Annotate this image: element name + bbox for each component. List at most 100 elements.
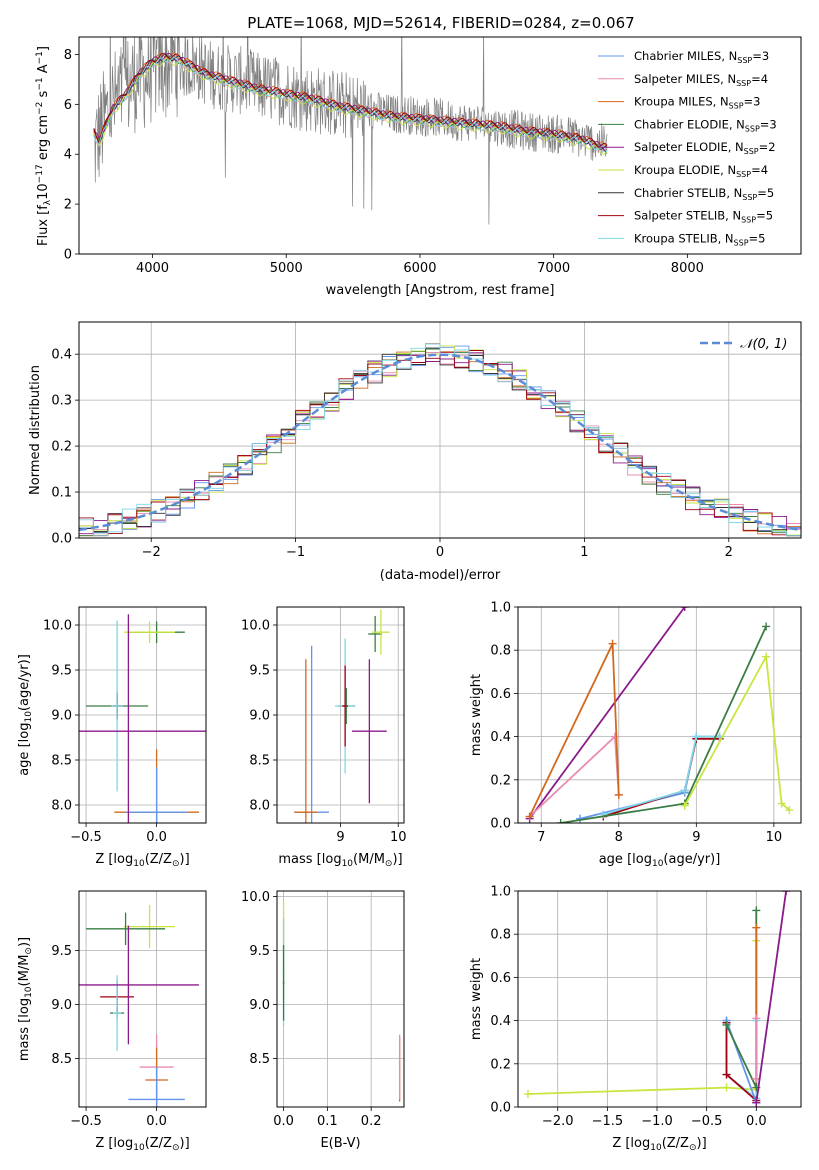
y-tick-label: 8.5 [249,1052,270,1067]
mass-weight-marker [692,732,701,741]
mass-weight-marker [556,819,565,823]
mass-weight-marker [680,607,689,611]
mass_vs_ebv-panel-axes: 0.0 0.1 0.2 8.5 9.0 9.5 10.0 E(B-V) [241,890,405,1151]
axis-label: mass [log10(M/M⊙)] [278,852,402,869]
axis-label: (data-model)/error [380,568,501,583]
y-tick-label: 0.8 [490,928,511,943]
axis-label: mass [log10(M/M⊙)] [17,937,34,1061]
mass-weight-marker [782,891,791,895]
legend-label: Kroupa MILES, NSSP=3 [634,95,760,111]
gaussian-reference-curve [79,353,801,532]
y-tick-label: 9.5 [249,664,270,679]
mass-weight-line [755,891,787,1103]
legend-label: Kroupa STELIB, NSSP=5 [634,231,765,247]
y-tick-label: 2 [64,198,72,213]
x-tick-label: 2 [725,545,733,560]
x-tick-label: −2.0 [542,1114,574,1129]
axis-label: age [log10(age/yr)] [17,654,34,776]
age_vs_mass-panel-grid [277,607,404,823]
residual-panel-axes: −2 −1 0 1 2 0.0 0.1 0.2 0.3 0.4 (data-model)/error… [28,321,802,583]
x-tick-label: 4000 [136,261,169,276]
y-tick-label: 8.5 [51,1052,72,1067]
y-tick-label: 0.0 [51,532,72,547]
mass-weight-marker [525,812,534,821]
mass_vs_ebv-panel-plot [282,901,401,1102]
axis-label: age [log10(age/yr)] [599,852,721,869]
x-tick-label: 7 [537,830,545,845]
x-tick-label: 0.0 [146,830,167,845]
y-tick-label: 0.4 [490,730,511,745]
y-tick-label: 0.6 [490,687,511,702]
y-tick-label: 9.0 [51,998,72,1013]
axes-frame [78,321,802,539]
age_vs_mass-panel-plot [294,609,390,823]
y-tick-label: 8.5 [51,754,72,769]
y-tick-label: 8.5 [249,754,270,769]
x-tick-label: 1 [580,545,588,560]
spectrum-panel-axes: 4000 5000 6000 7000 8000 0 2 4 6 8 wavelength [Ang… [35,36,802,298]
legend-label: Kroupa ELODIE, NSSP=4 [634,163,768,179]
mass-weight-marker [762,622,771,631]
axes-frame [78,890,207,1108]
y-tick-label: 9.5 [249,944,270,959]
mass-weight-marker [722,1020,731,1029]
x-tick-label: −0.5 [691,1114,723,1129]
y-tick-label: 4 [64,148,72,163]
age_vs_Z-panel-plot [79,614,206,823]
axes-frame [78,606,207,824]
mass-weight-marker [777,799,786,808]
massweight_vs_Z-panel-axes: −2.0 −1.5 −1.0 −0.5 0.0 0.0 0.2 0.4 0.6 0.8 1.0 Z [… [469,885,802,1153]
axis-label: E(B-V) [320,1136,360,1151]
y-tick-label: 8 [64,48,72,63]
x-tick-label: 10 [766,830,783,845]
mass-weight-marker [752,1014,761,1023]
axes-frame [78,36,802,255]
mass-weight-marker [785,806,794,815]
legend-label: Chabrier MILES, NSSP=3 [634,49,769,65]
age_vs_mass-panel-axes: 9 10 8.0 8.5 9.0 9.5 10.0 mass [log10(M/M⊙)] [241,606,407,869]
x-tick-label: 5000 [270,261,303,276]
mass-weight-marker [680,801,689,810]
axis-label: Z [log10(Z/Z⊙)] [95,852,189,869]
x-tick-label: −0.5 [70,830,102,845]
x-tick-label: 7000 [537,261,570,276]
residual-histogram-step [79,343,801,537]
model-spectrum-line [93,52,608,148]
mass_vs_Z-panel-grid [79,891,206,1107]
mass-weight-marker [722,1070,731,1079]
mass-weight-marker [608,639,617,648]
y-tick-label: 8.0 [249,799,270,814]
model-spectrum-line [93,57,608,155]
axis-label: Flux [fλ10−17 erg cm−2 s−1 A−1] [35,46,53,246]
panels: 4000 5000 6000 7000 8000 0 2 4 6 8 wavelength [Ang… [17,36,802,1153]
legend-label: Salpeter MILES, NSSP=4 [634,72,768,88]
legend-label: 𝒩(0, 1) [740,337,787,352]
mass-weight-marker [752,923,761,932]
x-tick-label: 0 [436,545,444,560]
axis-label: Z [log10(Z/Z⊙)] [95,1136,189,1153]
x-tick-label: 8 [615,830,623,845]
legend-label: Salpeter ELODIE, NSSP=2 [634,140,776,156]
mass-weight-marker [610,732,619,741]
mass-weight-line [603,735,720,816]
x-tick-label: 0.2 [361,1114,382,1129]
y-tick-label: 10.0 [43,619,72,634]
x-tick-label: 0.0 [273,1114,294,1129]
x-tick-label: 0.0 [146,1114,167,1129]
x-tick-label: 8000 [671,261,704,276]
mass-weight-marker [722,1083,731,1092]
mass_vs_Z-panel-plot [79,905,199,1107]
mass-weight-marker [762,652,771,661]
model-spectrum-line [93,57,608,153]
y-tick-label: 10.0 [241,890,270,905]
y-tick-label: 0.2 [51,440,72,455]
massweight_vs_age-panel-axes: 7 8 9 10 0.0 0.2 0.4 0.6 0.8 1.0 age [log10(age/yr… [469,601,802,869]
mass-weight-marker [752,1098,761,1107]
y-tick-label: 9.5 [51,664,72,679]
axes-frame [276,890,405,1108]
x-tick-label: 0.0 [746,1114,767,1129]
y-tick-label: 0.0 [490,1101,511,1116]
massweight_vs_age-panel-plot [525,607,794,823]
y-tick-label: 0.6 [490,971,511,986]
